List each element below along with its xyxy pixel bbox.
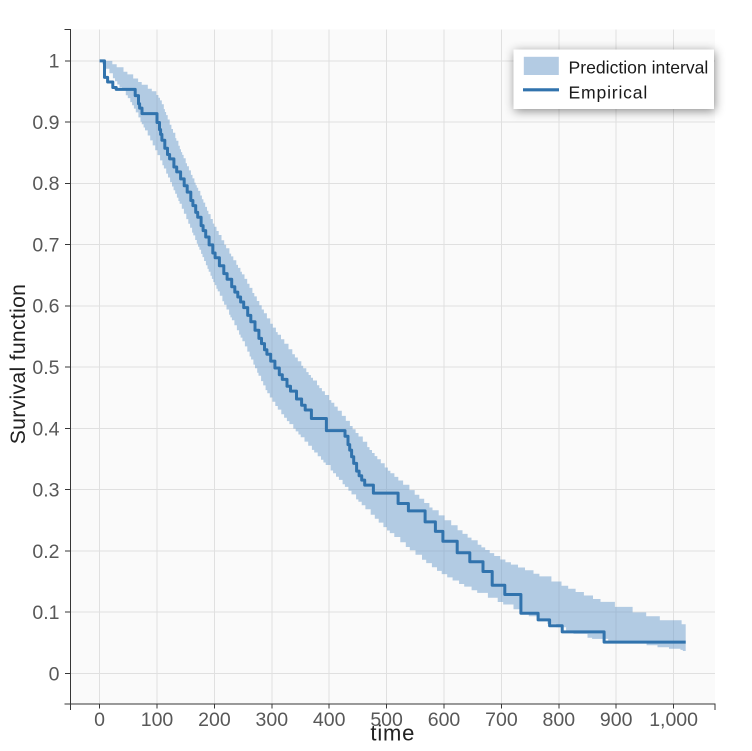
svg-text:0: 0 [49,663,60,685]
svg-text:0.8: 0.8 [32,173,59,195]
svg-text:Empirical: Empirical [569,83,649,103]
svg-text:0.1: 0.1 [32,602,59,624]
svg-text:Survival function: Survival function [7,284,30,445]
svg-text:1: 1 [49,51,60,73]
svg-text:0.4: 0.4 [32,418,59,440]
svg-text:300: 300 [256,709,289,731]
svg-text:0.2: 0.2 [32,541,59,563]
svg-text:1,000: 1,000 [649,709,698,731]
svg-text:0.7: 0.7 [32,235,59,257]
svg-text:0.3: 0.3 [32,480,59,502]
svg-text:Prediction interval: Prediction interval [569,58,709,78]
svg-text:100: 100 [141,709,174,731]
svg-text:0: 0 [94,709,105,731]
svg-text:0.6: 0.6 [32,296,59,318]
svg-text:400: 400 [313,709,346,731]
svg-text:0.9: 0.9 [32,112,59,134]
svg-text:time: time [370,721,415,746]
svg-text:500: 500 [370,709,403,731]
svg-text:900: 900 [600,709,633,731]
svg-text:200: 200 [198,709,231,731]
svg-text:700: 700 [485,709,518,731]
svg-text:800: 800 [543,709,576,731]
svg-text:600: 600 [428,709,461,731]
svg-text:0.5: 0.5 [32,357,59,379]
